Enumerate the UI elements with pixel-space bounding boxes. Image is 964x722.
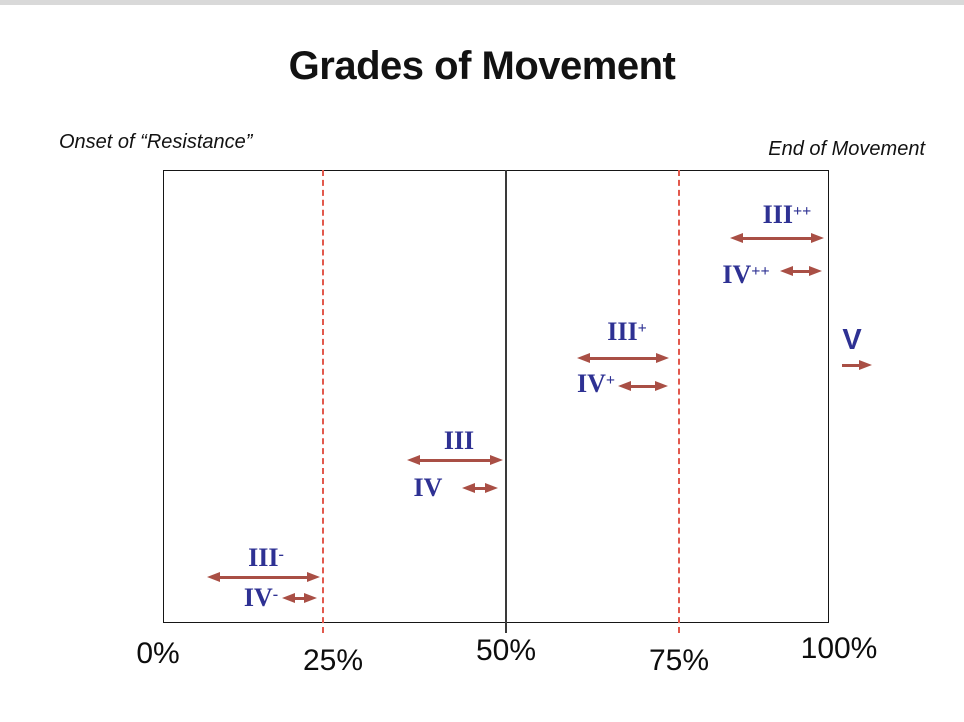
grade-range-arrow-III	[407, 453, 503, 467]
grade-range-arrow-IV-plus-plus	[780, 264, 822, 278]
grade-label-III-plus-plus: III++	[762, 200, 812, 229]
grade-range-arrow-V	[842, 358, 872, 372]
grade-label-IV: IV	[413, 473, 443, 502]
grade-range-arrow-IV-minus	[282, 591, 317, 605]
grade-label-IV-plus: IV+	[576, 369, 616, 398]
arrow-shaft	[475, 486, 485, 490]
arrow-shaft	[220, 575, 307, 579]
arrowhead-left-icon	[577, 353, 590, 363]
arrow-shaft	[295, 596, 304, 600]
gridline-75-percent	[678, 170, 680, 633]
arrowhead-right-icon	[307, 572, 320, 582]
end-of-movement-label: End of Movement	[768, 138, 925, 160]
grade-label-III-plus: III+	[607, 317, 647, 346]
grade-range-arrow-IV	[462, 481, 498, 495]
arrow-shaft	[631, 384, 655, 388]
arrowhead-left-icon	[207, 572, 220, 582]
gridline-25-percent	[322, 170, 324, 633]
grade-label-V: V	[842, 324, 862, 356]
arrow-shaft	[590, 356, 656, 360]
arrowhead-left-icon	[730, 233, 743, 243]
grade-label-IV-minus: IV-	[243, 583, 279, 612]
window-top-strip	[0, 0, 964, 5]
arrow-shaft	[420, 458, 490, 462]
arrowhead-right-icon	[811, 233, 824, 243]
grade-range-arrow-III-minus	[207, 570, 320, 584]
arrowhead-left-icon	[618, 381, 631, 391]
axis-tick-label-25: 25%	[302, 644, 364, 677]
arrowhead-right-icon	[655, 381, 668, 391]
arrowhead-left-icon	[462, 483, 475, 493]
arrow-shaft	[842, 363, 859, 367]
arrowhead-right-icon	[485, 483, 498, 493]
grade-label-IV-plus-plus: IV++	[722, 260, 770, 289]
arrowhead-right-icon	[656, 353, 669, 363]
plot-area-box	[163, 170, 829, 623]
arrow-shaft	[793, 269, 809, 273]
grade-label-III-minus: III-	[248, 543, 284, 572]
arrowhead-left-icon	[780, 266, 793, 276]
arrowhead-left-icon	[407, 455, 420, 465]
arrowhead-right-icon	[859, 360, 872, 370]
arrowhead-right-icon	[809, 266, 822, 276]
arrow-shaft	[743, 236, 811, 240]
arrowhead-right-icon	[490, 455, 503, 465]
grade-range-arrow-III-plus	[577, 351, 669, 365]
page-title: Grades of Movement	[288, 44, 676, 88]
arrowhead-left-icon	[282, 593, 295, 603]
axis-tick-label-100: 100%	[800, 632, 878, 665]
onset-of-resistance-label: Onset of “Resistance”	[59, 131, 253, 153]
grade-range-arrow-III-plus-plus	[730, 231, 824, 245]
gridline-50-percent	[505, 170, 507, 633]
axis-tick-label-50: 50%	[475, 634, 537, 667]
grade-label-III: III	[443, 426, 475, 455]
axis-tick-label-0: 0%	[136, 637, 180, 670]
arrowhead-right-icon	[304, 593, 317, 603]
axis-tick-label-75: 75%	[648, 644, 710, 677]
grade-range-arrow-IV-plus	[618, 379, 668, 393]
